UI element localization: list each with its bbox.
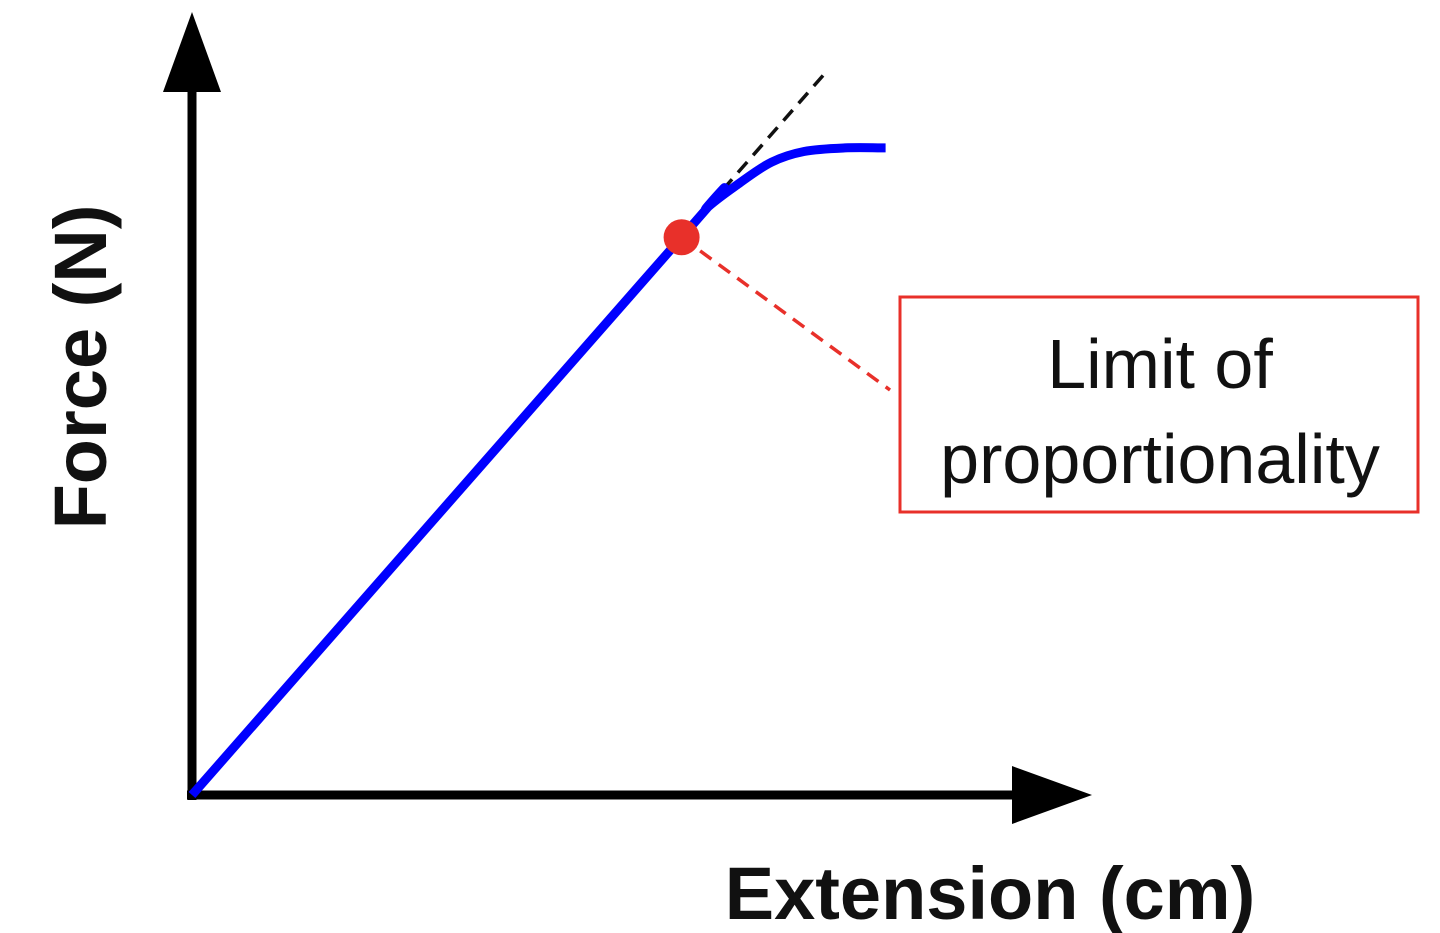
annotation-leader-line [680, 235, 892, 392]
x-axis-label: Extension (cm) [725, 852, 1255, 933]
x-axis-arrow [1012, 766, 1092, 824]
annotation: Limit of proportionality [898, 295, 1420, 514]
y-axis-label: Force (N) [39, 205, 122, 530]
axes [163, 12, 1092, 824]
force-extension-curve [188, 143, 886, 798]
plot-area [188, 68, 892, 798]
limit-of-proportionality-marker [663, 219, 700, 256]
annotation-line-2: proportionality [940, 420, 1380, 498]
annotation-box [898, 295, 1420, 514]
annotation-line-1: Limit of [1047, 325, 1273, 403]
y-axis-arrow [163, 12, 221, 92]
